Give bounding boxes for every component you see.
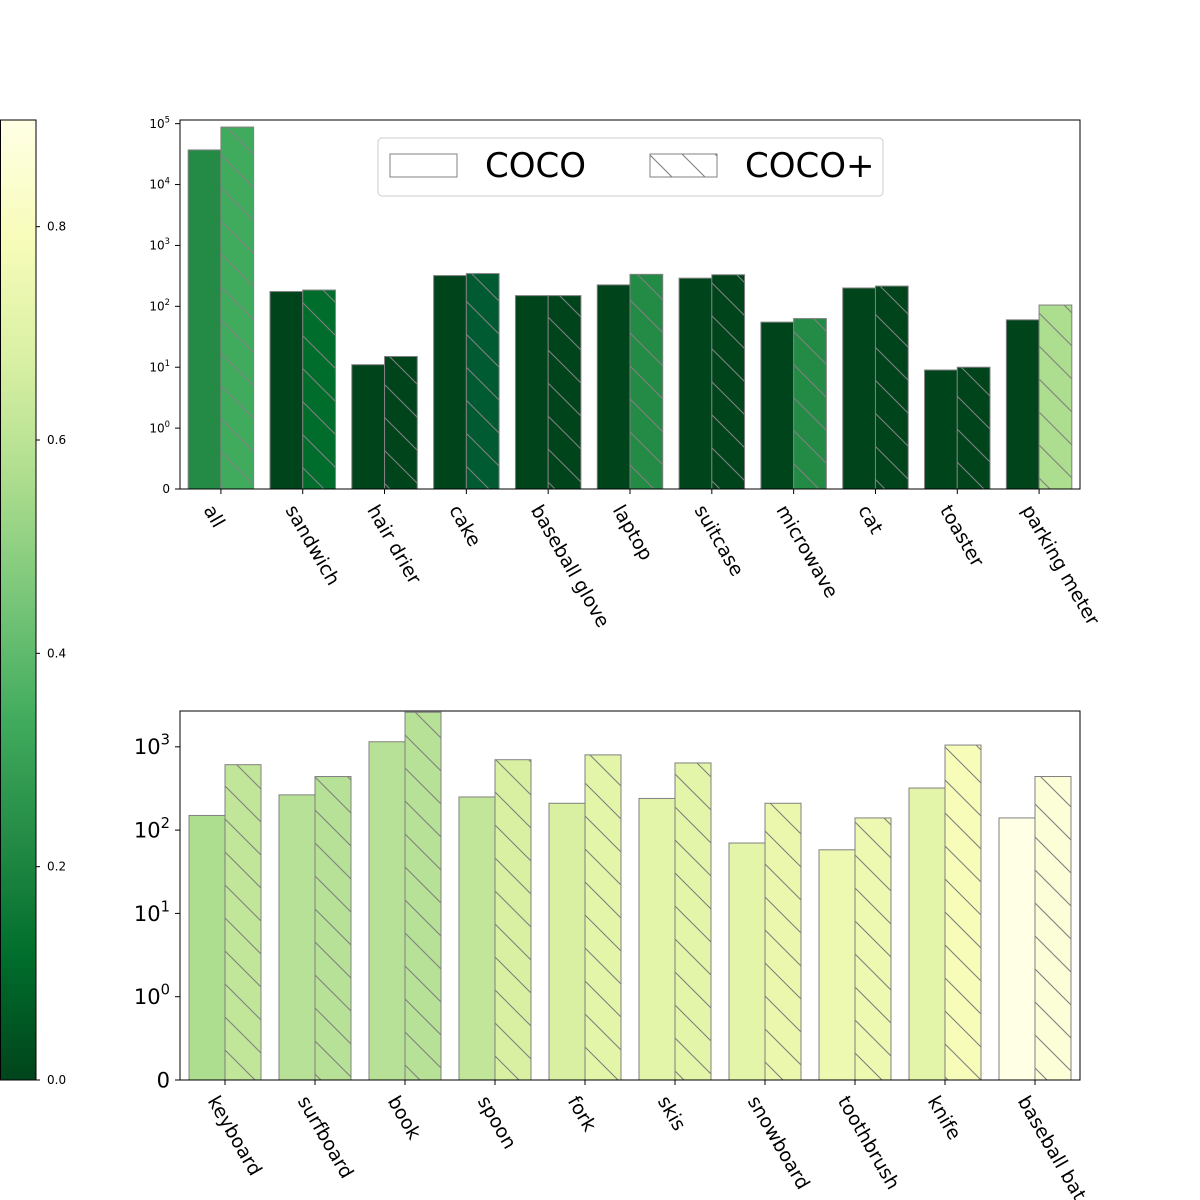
colorbar-tick-label: 0.2 (47, 860, 66, 874)
bar-coco (728, 842, 766, 1081)
category-label: surfboard (293, 1092, 358, 1182)
category-label: knife (923, 1092, 965, 1143)
legend-swatch-coco (389, 153, 458, 178)
y-tick-label: 101 (134, 898, 170, 925)
bar-hatch (1035, 776, 1071, 1080)
y-tick-label: 104 (149, 175, 170, 191)
bar-hatch (957, 367, 990, 489)
bar-coco (678, 277, 713, 490)
bar-hatch (302, 290, 336, 489)
legend-label: COCO (485, 146, 586, 186)
bar-hatch (855, 817, 891, 1080)
y-tick-label: 0 (157, 1068, 170, 1092)
y-tick-label: 101 (149, 358, 170, 374)
bar-coco (638, 797, 676, 1081)
colorbar-tick-label: 0.4 (47, 646, 66, 660)
bar-hatch (495, 759, 531, 1080)
legend: COCO COCO+ (377, 137, 884, 197)
category-label: suitcase (690, 501, 748, 580)
category-label: microwave (772, 501, 843, 602)
category-label: laptop (608, 501, 657, 564)
bar-coco (760, 321, 795, 490)
y-tick-label: 103 (134, 732, 170, 759)
y-tick-label: 100 (134, 982, 170, 1009)
bar-coco (842, 287, 876, 490)
bar-coco (368, 741, 406, 1081)
bar-hatch (220, 127, 254, 490)
category-label: keyboard (203, 1092, 266, 1179)
chart-top: all sandwich hair drier cake baseball glovel… (149, 114, 1103, 631)
bar-hatch (793, 318, 827, 489)
bar-hatch (585, 754, 621, 1080)
bar-hatch (1039, 305, 1072, 489)
y-tick-label: 102 (149, 297, 170, 313)
category-label: spoon (473, 1092, 521, 1153)
category-label: cat (853, 501, 887, 538)
bar-coco (278, 794, 316, 1081)
bar-hatch (225, 764, 261, 1080)
category-label: skis (653, 1092, 690, 1134)
bar-coco (908, 787, 946, 1081)
category-label: toaster (935, 501, 988, 571)
colorbar-tick-label: 0.0 (47, 1073, 66, 1087)
bar-coco (269, 291, 304, 490)
category-label: all (199, 501, 229, 531)
bar-hatch (675, 762, 711, 1080)
bar-coco (596, 284, 631, 490)
y-tick-label: 103 (149, 236, 170, 252)
bar-hatch (466, 273, 500, 489)
colorbar-fill (0, 120, 36, 1080)
bar-hatch (548, 295, 581, 489)
bar-hatch (765, 803, 801, 1080)
bar-coco (458, 796, 496, 1081)
colorbar-tick-label: 0.6 (47, 433, 66, 447)
chart-bottom: keyboard surfboard book spoon fork skis snowbo… (134, 710, 1090, 1200)
category-label: snowboard (743, 1092, 814, 1193)
bar-hatch (630, 274, 663, 489)
bar-coco (187, 149, 222, 490)
bar-hatch (405, 712, 441, 1080)
legend-swatch-hatch (650, 154, 717, 177)
bar-hatch (711, 274, 745, 489)
category-label: fork (563, 1092, 601, 1135)
category-label: toothbrush (833, 1092, 904, 1193)
bar-hatch (875, 286, 909, 489)
bar-coco (433, 275, 467, 490)
bar-hatch (315, 776, 351, 1080)
category-label: cake (444, 501, 485, 550)
colorbar-tick-label: 0.8 (47, 220, 66, 234)
y-tick-label: 100 (149, 419, 170, 435)
category-label: baseball bat (1013, 1092, 1090, 1200)
bar-coco (514, 295, 549, 490)
category-label: sandwich (281, 501, 345, 589)
y-tick-label: 105 (149, 114, 170, 130)
category-label: book (383, 1092, 425, 1143)
axes-frame (179, 710, 1081, 1081)
bar-coco (1005, 319, 1040, 490)
category-label: baseball glove (526, 501, 614, 631)
bar-coco (998, 817, 1036, 1081)
bar-coco (818, 849, 856, 1081)
bar-coco (351, 364, 386, 490)
bar-coco (188, 814, 226, 1081)
bar-hatch (384, 356, 418, 489)
bar-coco (548, 802, 586, 1081)
colorbar-frame (0, 119, 37, 1081)
axes-frame (179, 119, 1081, 490)
category-label: parking meter (1017, 501, 1104, 629)
category-label: hair drier (362, 501, 425, 588)
y-tick-label: 0 (162, 482, 170, 496)
bar-coco (924, 369, 958, 490)
colorbar: 0.0 0.2 0.4 0.6 0.8 (0, 119, 66, 1087)
y-tick-label: 102 (134, 815, 170, 842)
bar-hatch (945, 745, 981, 1080)
legend-label: COCO+ (745, 146, 875, 186)
legend-frame (377, 137, 884, 197)
